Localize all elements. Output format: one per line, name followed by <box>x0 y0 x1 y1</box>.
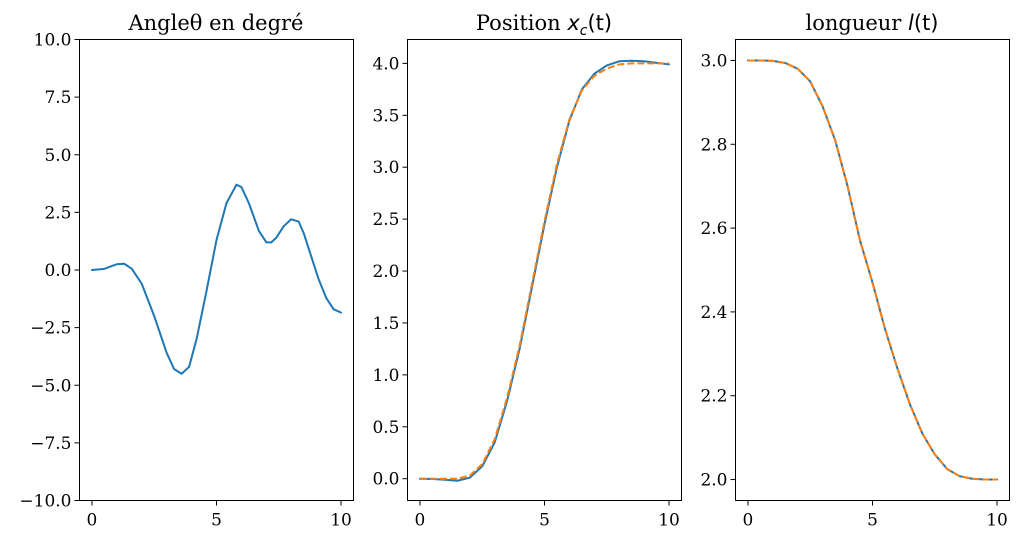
series-line-reference <box>419 62 670 480</box>
series-layer <box>90 183 343 375</box>
x-tick-label: 5 <box>211 511 222 531</box>
tick-layer: 0 5 10 −10.0 −7.5 −5.0 −2.5 0.0 2.5 5.0 7.5 10.0 <box>19 31 351 531</box>
title-math: x <box>566 11 580 35</box>
y-tick-label: 1.5 <box>372 314 399 334</box>
chart-length: longueur l(t) 0 5 10 2.0 2.2 2.4 2.6 2.8 3.0 <box>700 11 1010 531</box>
title-suffix: (t) <box>587 11 612 35</box>
x-tick-label: 0 <box>743 511 754 531</box>
y-tick-label: −10.0 <box>19 492 71 512</box>
x-tick-label: 0 <box>415 511 426 531</box>
y-tick-label: 5.0 <box>44 146 71 166</box>
y-tick-label: 0.0 <box>372 470 399 490</box>
title-prefix: Position <box>476 11 567 35</box>
y-tick-label: 3.5 <box>372 106 399 126</box>
plot-frame <box>407 39 682 501</box>
y-tick-label: 0.0 <box>44 261 71 281</box>
x-tick-label: 5 <box>539 511 550 531</box>
title-math: l <box>908 11 914 35</box>
series-layer <box>746 59 999 481</box>
chart-title: Position xc(t) <box>476 11 612 39</box>
tick-layer: 0 5 10 0.0 0.5 1.0 1.5 2.0 2.5 3.0 3.5 4.0 <box>372 54 679 530</box>
y-tick-label: 2.4 <box>700 303 727 323</box>
title-suffix: (t) <box>914 11 939 35</box>
chart-title: Angleθ en degré <box>127 11 303 35</box>
series-line-reference <box>747 59 998 481</box>
y-tick-label: 10.0 <box>34 31 72 51</box>
plot-frame <box>79 39 354 501</box>
y-tick-label: 2.5 <box>44 203 71 223</box>
y-tick-label: 3.0 <box>700 51 727 71</box>
y-tick-label: 3.0 <box>372 158 399 178</box>
x-tick-label: 0 <box>87 511 98 531</box>
series-line <box>90 183 343 375</box>
y-tick-label: 4.0 <box>372 54 399 74</box>
x-tick-label: 10 <box>658 511 680 531</box>
y-tick-label: 2.0 <box>372 262 399 282</box>
y-tick-label: 2.6 <box>700 219 727 239</box>
y-tick-label: 0.5 <box>372 418 399 438</box>
y-tick-label: 2.0 <box>700 471 727 491</box>
y-tick-label: −2.5 <box>30 319 71 339</box>
y-tick-label: 7.5 <box>44 88 71 108</box>
chart-title: longueur l(t) <box>806 11 939 35</box>
x-tick-label: 10 <box>986 511 1008 531</box>
y-tick-label: 2.5 <box>372 210 399 230</box>
y-tick-label: 2.2 <box>700 387 727 407</box>
x-tick-label: 5 <box>867 511 878 531</box>
y-tick-label: 1.0 <box>372 366 399 386</box>
chart-position: Position xc(t) 0 5 10 0.0 0.5 1.0 1.5 2.0 2.5 3.0… <box>372 11 682 531</box>
title-subscript: c <box>580 23 588 39</box>
series-layer <box>418 59 671 482</box>
y-tick-label: −7.5 <box>30 434 71 454</box>
title-prefix: longueur <box>806 11 909 35</box>
tick-layer: 0 5 10 2.0 2.2 2.4 2.6 2.8 3.0 <box>700 51 1007 530</box>
y-tick-label: 2.8 <box>700 135 727 155</box>
x-tick-label: 10 <box>330 511 352 531</box>
y-tick-label: −5.0 <box>30 376 71 396</box>
chart-angle: Angleθ en degré 0 5 10 −10.0 −7.5 −5.0 −2.5 0.0… <box>19 11 354 531</box>
plot-frame <box>735 39 1010 501</box>
